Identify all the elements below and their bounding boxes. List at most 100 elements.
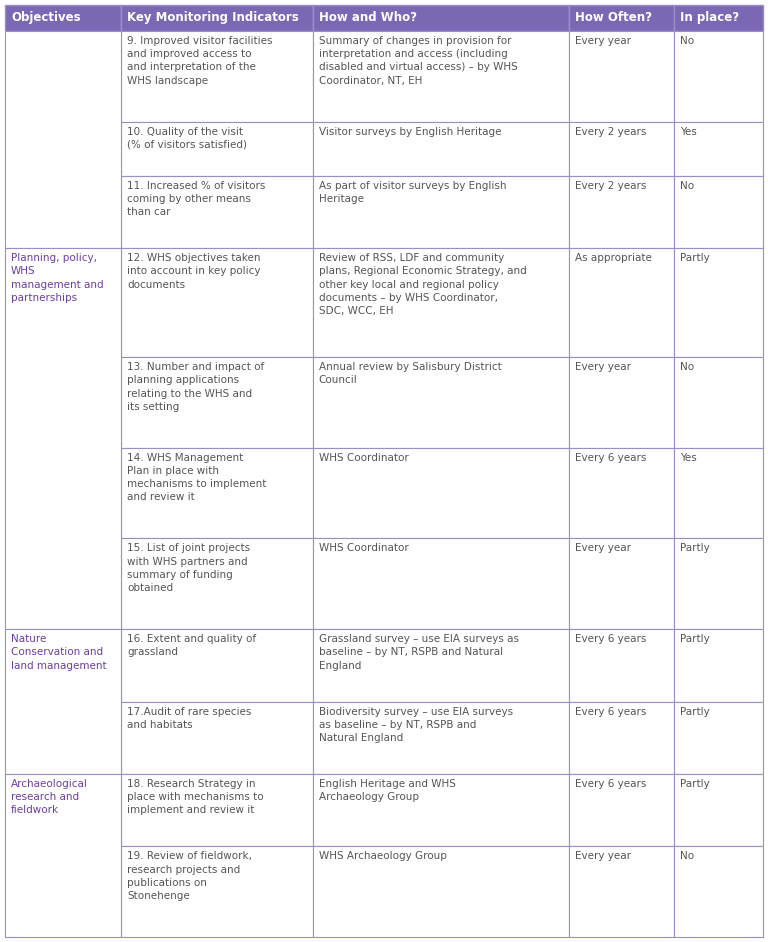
- Bar: [5, 5, 121, 31]
- Bar: [313, 774, 569, 846]
- Bar: [569, 122, 674, 176]
- Text: Yes: Yes: [680, 453, 697, 463]
- Bar: [313, 5, 569, 31]
- Text: Planning, policy,
WHS
management and
partnerships: Planning, policy, WHS management and par…: [11, 253, 104, 302]
- Text: In place?: In place?: [680, 11, 739, 24]
- Text: As part of visitor surveys by English
Heritage: As part of visitor surveys by English He…: [319, 181, 506, 204]
- Text: Partly: Partly: [680, 706, 710, 717]
- Bar: [569, 774, 674, 846]
- Bar: [313, 248, 569, 357]
- Text: No: No: [680, 36, 694, 46]
- Bar: [121, 539, 313, 629]
- Text: How Often?: How Often?: [575, 11, 652, 24]
- Bar: [569, 629, 674, 702]
- Text: Every year: Every year: [575, 362, 631, 372]
- Bar: [313, 539, 569, 629]
- Bar: [674, 5, 763, 31]
- Text: Every 6 years: Every 6 years: [575, 453, 647, 463]
- Text: Partly: Partly: [680, 544, 710, 554]
- Bar: [674, 846, 763, 937]
- Text: 13. Number and impact of
planning applications
relating to the WHS and
its setti: 13. Number and impact of planning applic…: [127, 362, 264, 412]
- Text: No: No: [680, 362, 694, 372]
- Bar: [121, 629, 313, 702]
- Bar: [121, 5, 313, 31]
- Text: Every year: Every year: [575, 852, 631, 861]
- Bar: [674, 357, 763, 447]
- Bar: [569, 248, 674, 357]
- Text: 10. Quality of the visit
(% of visitors satisfied): 10. Quality of the visit (% of visitors …: [127, 126, 247, 150]
- Text: 18. Research Strategy in
place with mechanisms to
implement and review it: 18. Research Strategy in place with mech…: [127, 779, 263, 816]
- Text: Objectives: Objectives: [11, 11, 81, 24]
- Text: Key Monitoring Indicators: Key Monitoring Indicators: [127, 11, 299, 24]
- Text: 16. Extent and quality of
grassland: 16. Extent and quality of grassland: [127, 634, 256, 658]
- Bar: [674, 248, 763, 357]
- Bar: [121, 357, 313, 447]
- Text: Every 6 years: Every 6 years: [575, 706, 647, 717]
- Text: Every 6 years: Every 6 years: [575, 779, 647, 789]
- Text: As appropriate: As appropriate: [575, 253, 652, 263]
- Bar: [313, 702, 569, 774]
- Text: Archaeological
research and
fieldwork: Archaeological research and fieldwork: [11, 779, 88, 816]
- Bar: [569, 447, 674, 539]
- Text: 14. WHS Management
Plan in place with
mechanisms to implement
and review it: 14. WHS Management Plan in place with me…: [127, 453, 266, 502]
- Bar: [569, 5, 674, 31]
- Text: Nature
Conservation and
land management: Nature Conservation and land management: [11, 634, 107, 671]
- Bar: [674, 539, 763, 629]
- Bar: [313, 122, 569, 176]
- Bar: [121, 176, 313, 248]
- Bar: [121, 447, 313, 539]
- Bar: [121, 774, 313, 846]
- Text: English Heritage and WHS
Archaeology Group: English Heritage and WHS Archaeology Gro…: [319, 779, 455, 803]
- Bar: [674, 31, 763, 122]
- Bar: [313, 629, 569, 702]
- Text: 17.Audit of rare species
and habitats: 17.Audit of rare species and habitats: [127, 706, 251, 730]
- Text: Every 6 years: Every 6 years: [575, 634, 647, 644]
- Bar: [313, 357, 569, 447]
- Text: How and Who?: How and Who?: [319, 11, 417, 24]
- Text: 11. Increased % of visitors
coming by other means
than car: 11. Increased % of visitors coming by ot…: [127, 181, 266, 218]
- Text: Every 2 years: Every 2 years: [575, 181, 647, 191]
- Text: Grassland survey – use EIA surveys as
baseline – by NT, RSPB and Natural
England: Grassland survey – use EIA surveys as ba…: [319, 634, 518, 671]
- Text: Every 2 years: Every 2 years: [575, 126, 647, 137]
- Text: Biodiversity survey – use EIA surveys
as baseline – by NT, RSPB and
Natural Engl: Biodiversity survey – use EIA surveys as…: [319, 706, 513, 743]
- Bar: [5, 248, 121, 629]
- Bar: [569, 176, 674, 248]
- Bar: [121, 702, 313, 774]
- Bar: [313, 176, 569, 248]
- Bar: [5, 629, 121, 774]
- Text: Summary of changes in provision for
interpretation and access (including
disable: Summary of changes in provision for inte…: [319, 36, 518, 86]
- Bar: [121, 122, 313, 176]
- Text: 15. List of joint projects
with WHS partners and
summary of funding
obtained: 15. List of joint projects with WHS part…: [127, 544, 250, 593]
- Text: No: No: [680, 181, 694, 191]
- Text: WHS Coordinator: WHS Coordinator: [319, 544, 409, 554]
- Bar: [569, 357, 674, 447]
- Bar: [569, 846, 674, 937]
- Text: Partly: Partly: [680, 634, 710, 644]
- Bar: [313, 447, 569, 539]
- Text: WHS Archaeology Group: WHS Archaeology Group: [319, 852, 447, 861]
- Text: Visitor surveys by English Heritage: Visitor surveys by English Heritage: [319, 126, 502, 137]
- Text: 12. WHS objectives taken
into account in key policy
documents: 12. WHS objectives taken into account in…: [127, 253, 260, 289]
- Bar: [674, 447, 763, 539]
- Bar: [121, 846, 313, 937]
- Bar: [121, 31, 313, 122]
- Text: No: No: [680, 852, 694, 861]
- Bar: [121, 248, 313, 357]
- Text: Partly: Partly: [680, 253, 710, 263]
- Bar: [313, 846, 569, 937]
- Text: Yes: Yes: [680, 126, 697, 137]
- Text: Every year: Every year: [575, 544, 631, 554]
- Bar: [674, 629, 763, 702]
- Bar: [5, 774, 121, 937]
- Text: Partly: Partly: [680, 779, 710, 789]
- Bar: [674, 702, 763, 774]
- Text: Every year: Every year: [575, 36, 631, 46]
- Bar: [313, 31, 569, 122]
- Text: Review of RSS, LDF and community
plans, Regional Economic Strategy, and
other ke: Review of RSS, LDF and community plans, …: [319, 253, 527, 316]
- Text: Annual review by Salisbury District
Council: Annual review by Salisbury District Coun…: [319, 362, 502, 385]
- Bar: [5, 31, 121, 248]
- Text: 9. Improved visitor facilities
and improved access to
and interpretation of the
: 9. Improved visitor facilities and impro…: [127, 36, 273, 86]
- Bar: [569, 539, 674, 629]
- Bar: [674, 122, 763, 176]
- Bar: [674, 176, 763, 248]
